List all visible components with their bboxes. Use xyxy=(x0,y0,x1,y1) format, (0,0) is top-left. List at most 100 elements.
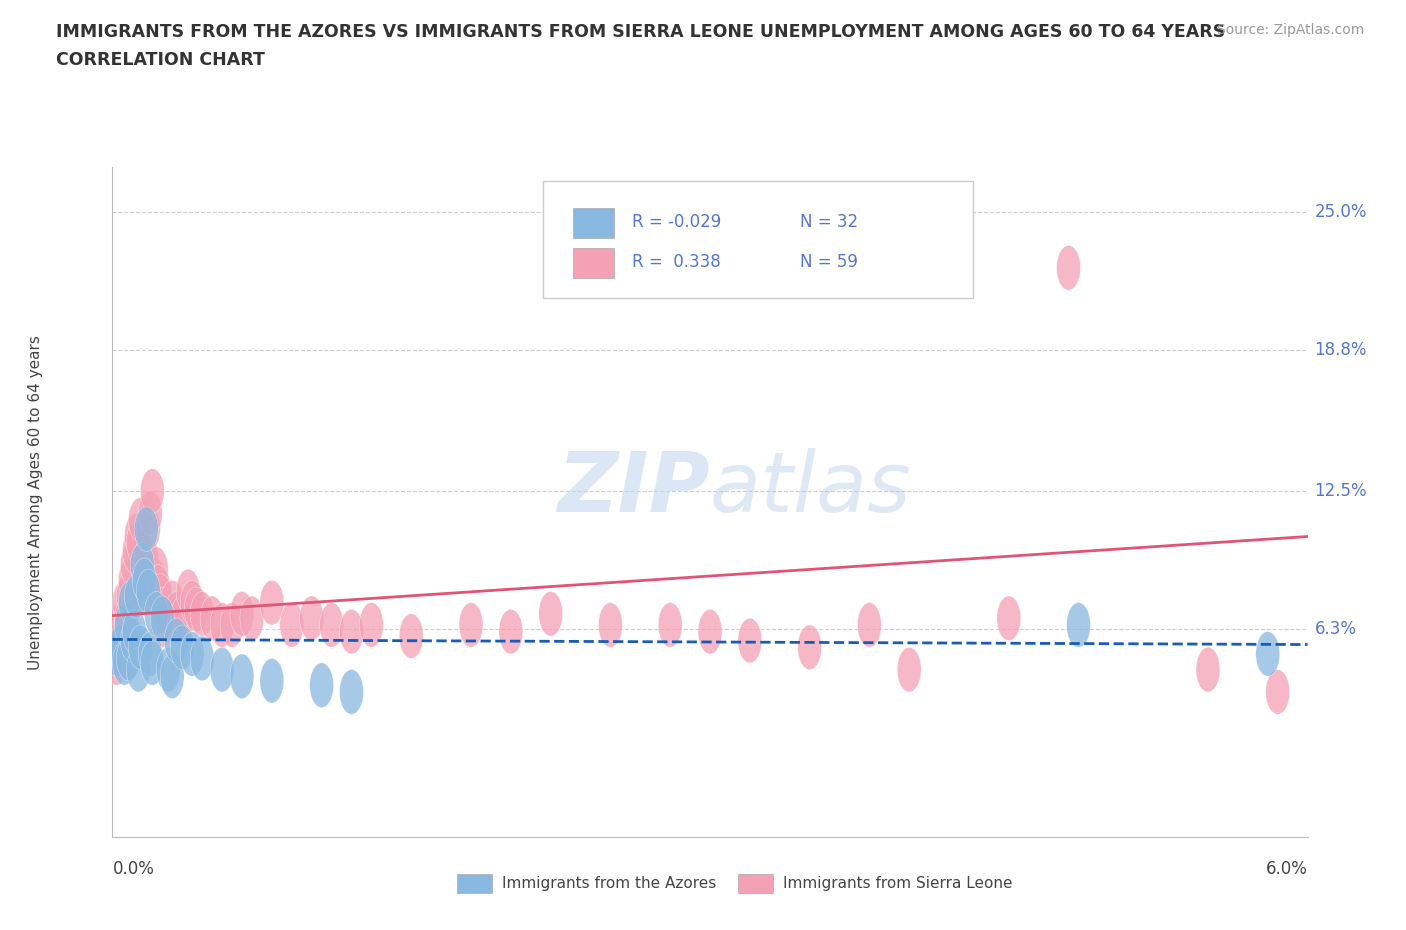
Ellipse shape xyxy=(142,558,166,603)
Ellipse shape xyxy=(112,580,136,625)
Ellipse shape xyxy=(339,670,363,714)
Ellipse shape xyxy=(117,574,141,618)
Text: 18.8%: 18.8% xyxy=(1315,341,1367,359)
Ellipse shape xyxy=(128,625,152,670)
Ellipse shape xyxy=(200,596,224,641)
Ellipse shape xyxy=(131,542,155,587)
Ellipse shape xyxy=(170,596,194,641)
FancyBboxPatch shape xyxy=(572,207,614,238)
Ellipse shape xyxy=(231,591,254,636)
Ellipse shape xyxy=(136,569,160,614)
Ellipse shape xyxy=(280,603,304,647)
Ellipse shape xyxy=(360,603,384,647)
Ellipse shape xyxy=(458,603,484,647)
Ellipse shape xyxy=(118,558,142,603)
Ellipse shape xyxy=(319,603,343,647)
Ellipse shape xyxy=(118,580,142,625)
Ellipse shape xyxy=(125,574,149,618)
Ellipse shape xyxy=(180,580,204,625)
Ellipse shape xyxy=(165,618,188,663)
Text: Unemployment Among Ages 60 to 64 years: Unemployment Among Ages 60 to 64 years xyxy=(28,335,42,670)
Ellipse shape xyxy=(156,647,180,692)
Ellipse shape xyxy=(145,591,169,636)
Text: 6.0%: 6.0% xyxy=(1265,860,1308,878)
Ellipse shape xyxy=(209,603,233,647)
Ellipse shape xyxy=(121,618,145,663)
Ellipse shape xyxy=(125,513,149,558)
Ellipse shape xyxy=(149,574,172,618)
Text: 25.0%: 25.0% xyxy=(1315,203,1367,221)
Text: N = 59: N = 59 xyxy=(800,254,858,272)
Ellipse shape xyxy=(117,636,141,681)
Ellipse shape xyxy=(1256,631,1279,676)
Ellipse shape xyxy=(160,654,184,698)
Text: Immigrants from Sierra Leone: Immigrants from Sierra Leone xyxy=(783,876,1012,891)
Text: R = -0.029: R = -0.029 xyxy=(633,213,721,232)
Ellipse shape xyxy=(122,529,146,574)
Text: 0.0%: 0.0% xyxy=(112,860,155,878)
Ellipse shape xyxy=(1067,603,1091,647)
FancyBboxPatch shape xyxy=(543,180,973,298)
Ellipse shape xyxy=(145,547,169,591)
Ellipse shape xyxy=(150,603,174,647)
Ellipse shape xyxy=(111,631,135,676)
Ellipse shape xyxy=(209,647,233,692)
Text: N = 32: N = 32 xyxy=(800,213,858,232)
Ellipse shape xyxy=(697,609,723,654)
Ellipse shape xyxy=(141,469,165,513)
Ellipse shape xyxy=(114,603,138,647)
Ellipse shape xyxy=(231,654,254,698)
Ellipse shape xyxy=(309,663,333,708)
Ellipse shape xyxy=(299,596,323,641)
Ellipse shape xyxy=(1056,246,1080,290)
Ellipse shape xyxy=(107,625,131,670)
Ellipse shape xyxy=(180,631,204,676)
Text: CORRELATION CHART: CORRELATION CHART xyxy=(56,51,266,69)
Ellipse shape xyxy=(128,498,152,542)
Ellipse shape xyxy=(127,520,150,565)
Ellipse shape xyxy=(858,603,882,647)
Ellipse shape xyxy=(141,641,165,685)
Ellipse shape xyxy=(122,609,146,654)
Ellipse shape xyxy=(399,614,423,658)
Ellipse shape xyxy=(160,580,184,625)
Ellipse shape xyxy=(240,596,264,641)
Ellipse shape xyxy=(797,625,821,670)
Ellipse shape xyxy=(104,641,128,685)
Ellipse shape xyxy=(135,536,159,580)
Ellipse shape xyxy=(738,618,762,663)
Ellipse shape xyxy=(997,596,1021,641)
Text: IMMIGRANTS FROM THE AZORES VS IMMIGRANTS FROM SIERRA LEONE UNEMPLOYMENT AMONG AG: IMMIGRANTS FROM THE AZORES VS IMMIGRANTS… xyxy=(56,23,1226,41)
Ellipse shape xyxy=(260,580,284,625)
Ellipse shape xyxy=(339,609,363,654)
Ellipse shape xyxy=(121,542,145,587)
Ellipse shape xyxy=(190,591,214,636)
Text: Source: ZipAtlas.com: Source: ZipAtlas.com xyxy=(1216,23,1364,37)
Ellipse shape xyxy=(138,491,162,536)
Ellipse shape xyxy=(108,603,132,647)
Ellipse shape xyxy=(260,658,284,703)
Ellipse shape xyxy=(135,507,159,551)
Ellipse shape xyxy=(1265,670,1289,714)
Ellipse shape xyxy=(538,591,562,636)
Ellipse shape xyxy=(152,587,176,631)
Ellipse shape xyxy=(156,596,180,641)
Text: atlas: atlas xyxy=(710,448,911,529)
Ellipse shape xyxy=(190,636,214,681)
Text: 6.3%: 6.3% xyxy=(1315,620,1357,638)
Ellipse shape xyxy=(114,596,138,641)
Ellipse shape xyxy=(132,551,156,596)
FancyBboxPatch shape xyxy=(572,247,614,278)
Ellipse shape xyxy=(150,596,174,641)
Ellipse shape xyxy=(131,569,155,614)
Ellipse shape xyxy=(170,625,194,670)
Ellipse shape xyxy=(108,625,132,670)
Ellipse shape xyxy=(132,558,156,603)
Ellipse shape xyxy=(599,603,623,647)
Ellipse shape xyxy=(219,603,245,647)
Ellipse shape xyxy=(499,609,523,654)
Ellipse shape xyxy=(112,641,136,685)
Ellipse shape xyxy=(1197,647,1220,692)
Ellipse shape xyxy=(136,507,160,551)
Ellipse shape xyxy=(184,587,208,631)
